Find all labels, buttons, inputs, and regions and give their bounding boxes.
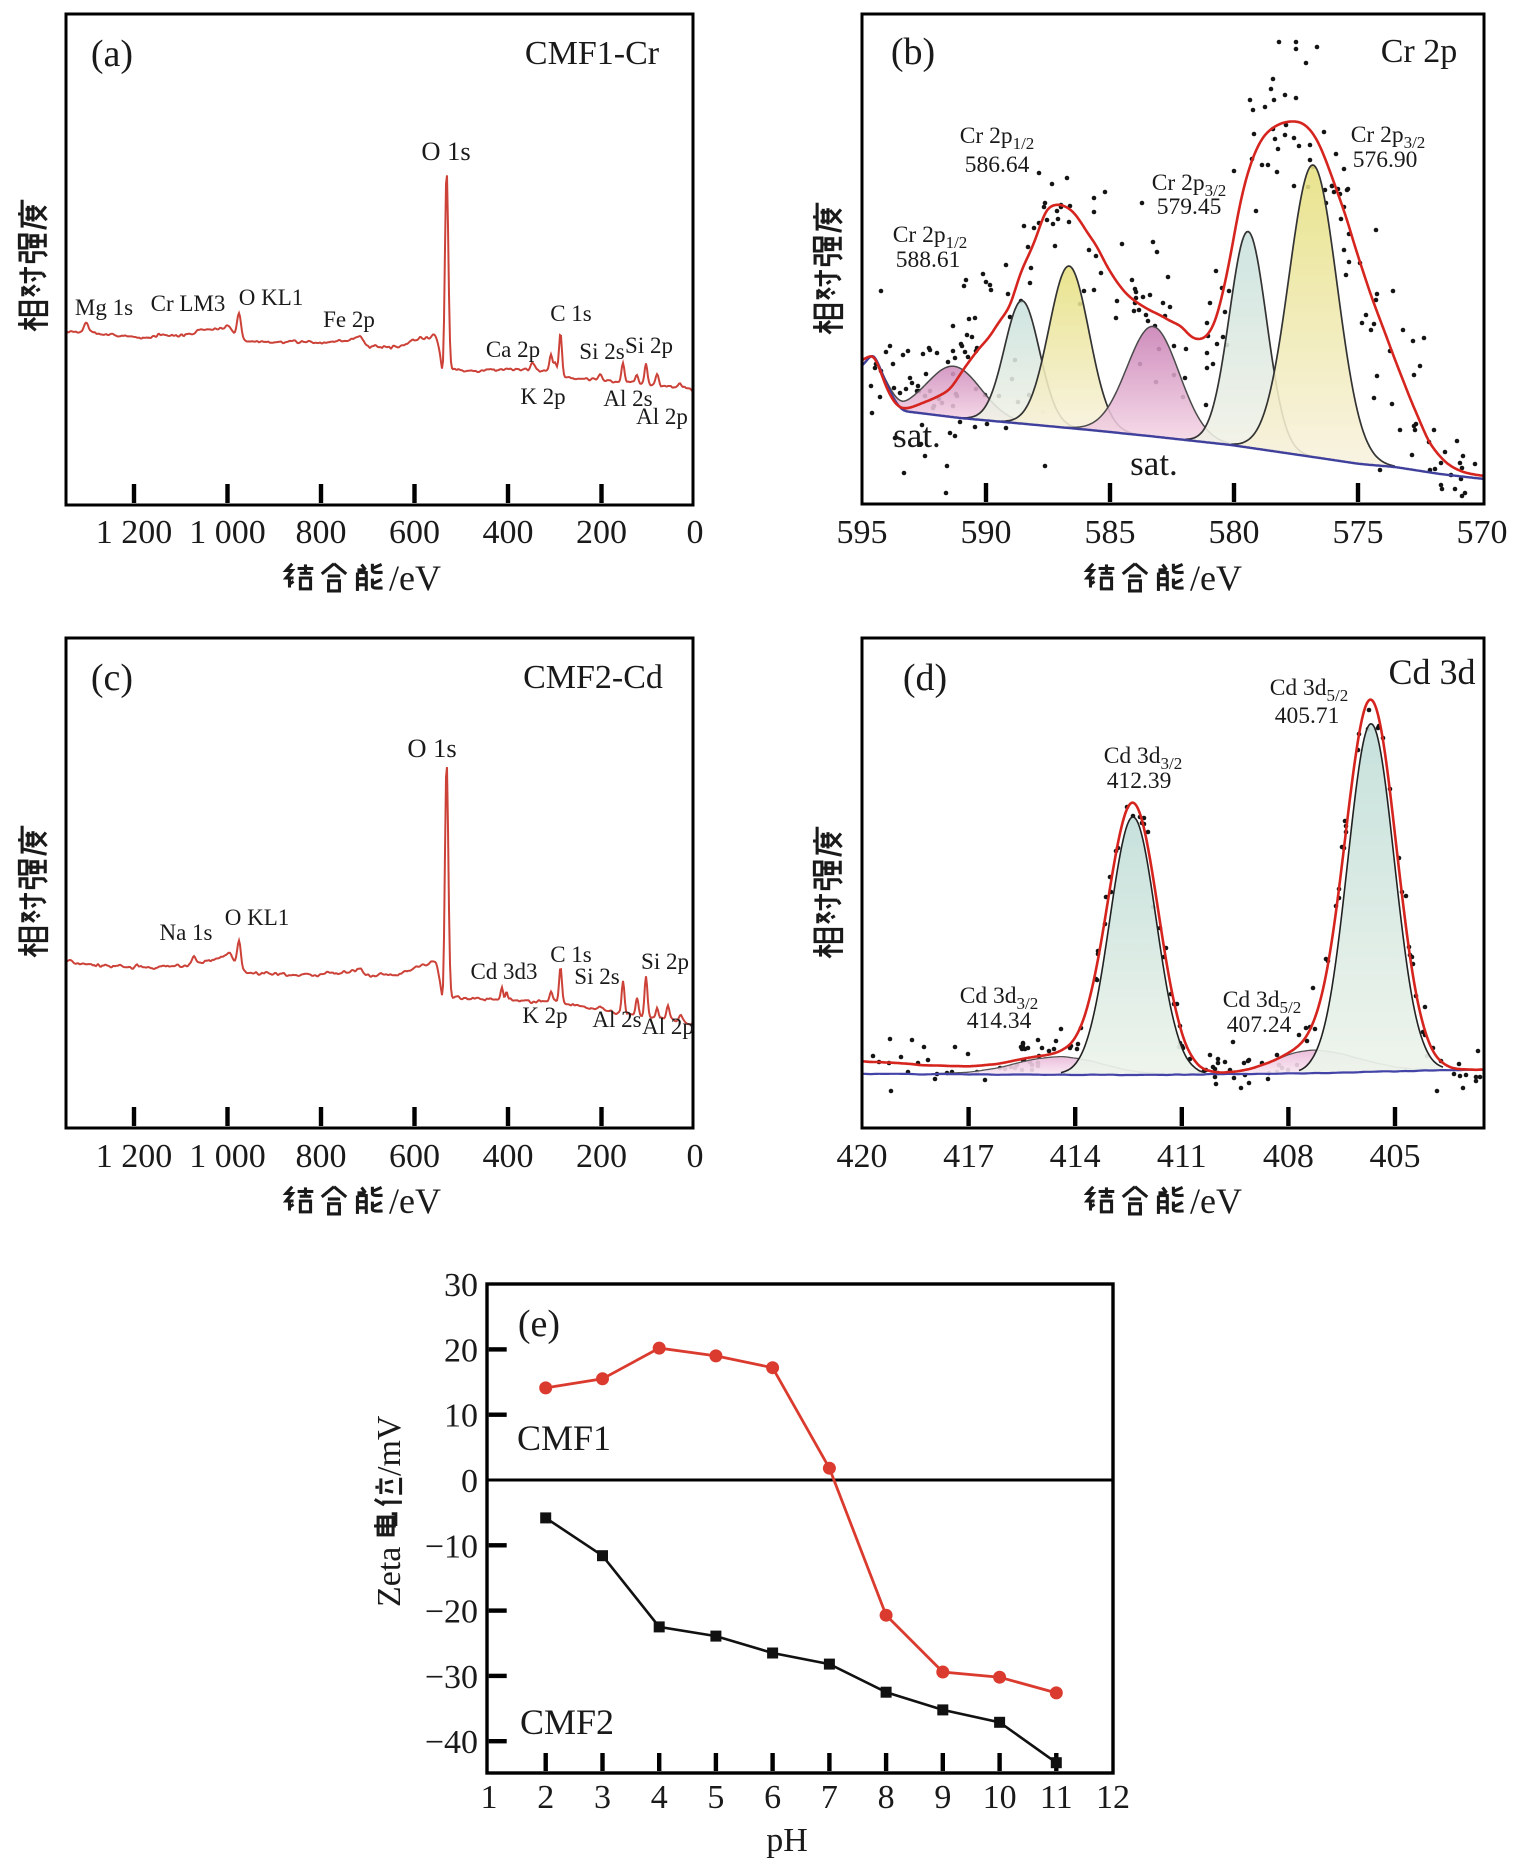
svg-text:414.34: 414.34	[967, 1008, 1032, 1034]
svg-text:Al 2s: Al 2s	[592, 1007, 641, 1032]
svg-text:412.39: 412.39	[1107, 768, 1172, 794]
svg-text:O 1s: O 1s	[407, 733, 456, 763]
svg-text:411: 411	[1157, 1138, 1207, 1175]
svg-text:Ca 2p: Ca 2p	[486, 337, 540, 362]
svg-text:200: 200	[576, 1138, 627, 1175]
svg-text:30: 30	[444, 1267, 478, 1304]
svg-text:CMF1-Cr: CMF1-Cr	[525, 35, 660, 72]
svg-text:2: 2	[537, 1779, 554, 1816]
svg-text:Si 2s: Si 2s	[579, 339, 624, 364]
svg-text:800: 800	[296, 514, 347, 551]
svg-text:C 1s: C 1s	[550, 301, 592, 326]
svg-text:595: 595	[837, 514, 888, 551]
svg-text:9: 9	[934, 1779, 951, 1816]
svg-text:1 200: 1 200	[96, 1138, 173, 1175]
svg-text:Si 2p: Si 2p	[625, 333, 673, 358]
svg-text:Cr 2p1/2: Cr 2p1/2	[893, 222, 968, 252]
svg-text:407.24: 407.24	[1227, 1012, 1292, 1038]
svg-text:405.71: 405.71	[1275, 703, 1340, 729]
svg-text:Zeta: Zeta	[371, 1547, 408, 1607]
svg-text:CMF2: CMF2	[520, 1702, 614, 1742]
svg-text:pH: pH	[766, 1822, 808, 1859]
svg-text:420: 420	[837, 1138, 888, 1175]
svg-text:Al 2p: Al 2p	[642, 1014, 694, 1039]
svg-text:O 1s: O 1s	[421, 136, 470, 166]
svg-text:10: 10	[983, 1779, 1017, 1816]
svg-text:408: 408	[1263, 1138, 1314, 1175]
svg-text:5: 5	[707, 1779, 724, 1816]
svg-text:−20: −20	[425, 1594, 478, 1631]
svg-text:Cr 2p: Cr 2p	[1381, 33, 1458, 70]
svg-text:(e): (e)	[518, 1303, 560, 1345]
svg-text:586.64: 586.64	[965, 152, 1030, 178]
svg-text:1 000: 1 000	[189, 1138, 266, 1175]
svg-text:1 000: 1 000	[189, 514, 266, 551]
svg-text:4: 4	[651, 1779, 668, 1816]
svg-text:6: 6	[764, 1779, 781, 1816]
svg-text:Mg 1s: Mg 1s	[75, 295, 133, 320]
svg-text:Si 2p: Si 2p	[641, 949, 689, 974]
svg-text:Fe 2p: Fe 2p	[323, 307, 375, 332]
svg-text:Al 2p: Al 2p	[636, 404, 688, 429]
svg-text:K 2p: K 2p	[522, 1003, 567, 1028]
svg-text:3: 3	[594, 1779, 611, 1816]
svg-text:/eV: /eV	[1190, 558, 1242, 598]
svg-text:−10: −10	[425, 1528, 478, 1565]
svg-text:576.90: 576.90	[1353, 147, 1418, 173]
svg-text:0: 0	[461, 1463, 478, 1500]
svg-text:K 2p: K 2p	[520, 384, 565, 409]
svg-text:1: 1	[481, 1779, 498, 1816]
svg-text:20: 20	[444, 1332, 478, 1369]
svg-text:200: 200	[576, 514, 627, 551]
svg-text:588.61: 588.61	[896, 247, 961, 273]
svg-text:−40: −40	[425, 1724, 478, 1761]
svg-text:600: 600	[389, 1138, 440, 1175]
svg-text:(c): (c)	[91, 657, 133, 699]
svg-text:579.45: 579.45	[1157, 194, 1222, 220]
svg-text:0: 0	[687, 514, 704, 551]
svg-text:585: 585	[1085, 514, 1136, 551]
svg-text:CMF1: CMF1	[517, 1418, 611, 1458]
svg-text:8: 8	[878, 1779, 895, 1816]
svg-text:Si 2s: Si 2s	[574, 964, 619, 989]
svg-text:414: 414	[1050, 1138, 1101, 1175]
svg-text:7: 7	[821, 1779, 838, 1816]
svg-text:Cd 3d5/2: Cd 3d5/2	[1270, 675, 1349, 705]
svg-text:O KL1: O KL1	[225, 905, 290, 930]
svg-text:590: 590	[961, 514, 1012, 551]
svg-text:575: 575	[1333, 514, 1384, 551]
svg-text:/mV: /mV	[371, 1415, 408, 1476]
svg-text:C 1s: C 1s	[550, 942, 592, 967]
svg-text:Cd 3d: Cd 3d	[1388, 652, 1475, 692]
svg-text:400: 400	[483, 514, 534, 551]
svg-text:/eV: /eV	[389, 558, 441, 598]
svg-text:12: 12	[1096, 1779, 1130, 1816]
svg-text:/eV: /eV	[389, 1181, 441, 1221]
svg-text:600: 600	[389, 514, 440, 551]
svg-text:(d): (d)	[903, 657, 947, 699]
svg-text:(b): (b)	[891, 31, 935, 73]
svg-text:(a): (a)	[91, 33, 133, 75]
svg-text:580: 580	[1209, 514, 1260, 551]
svg-text:570: 570	[1457, 514, 1508, 551]
svg-text:1 200: 1 200	[96, 514, 173, 551]
svg-text:800: 800	[296, 1138, 347, 1175]
svg-text:10: 10	[444, 1398, 478, 1435]
svg-text:400: 400	[483, 1138, 534, 1175]
svg-text:Cr LM3: Cr LM3	[151, 291, 226, 316]
svg-text:Na 1s: Na 1s	[159, 920, 212, 945]
svg-text:417: 417	[943, 1138, 994, 1175]
svg-text:/eV: /eV	[1190, 1181, 1242, 1221]
svg-text:Al 2s: Al 2s	[603, 386, 652, 411]
svg-text:−30: −30	[425, 1659, 478, 1696]
svg-text:sat.: sat.	[1130, 444, 1178, 483]
svg-text:11: 11	[1040, 1779, 1073, 1816]
svg-text:sat.: sat.	[893, 416, 941, 455]
svg-text:CMF2-Cd: CMF2-Cd	[523, 659, 663, 696]
svg-text:Cd 3d3: Cd 3d3	[470, 959, 537, 984]
svg-text:0: 0	[687, 1138, 704, 1175]
svg-text:O KL1: O KL1	[239, 285, 304, 310]
svg-text:405: 405	[1369, 1138, 1420, 1175]
